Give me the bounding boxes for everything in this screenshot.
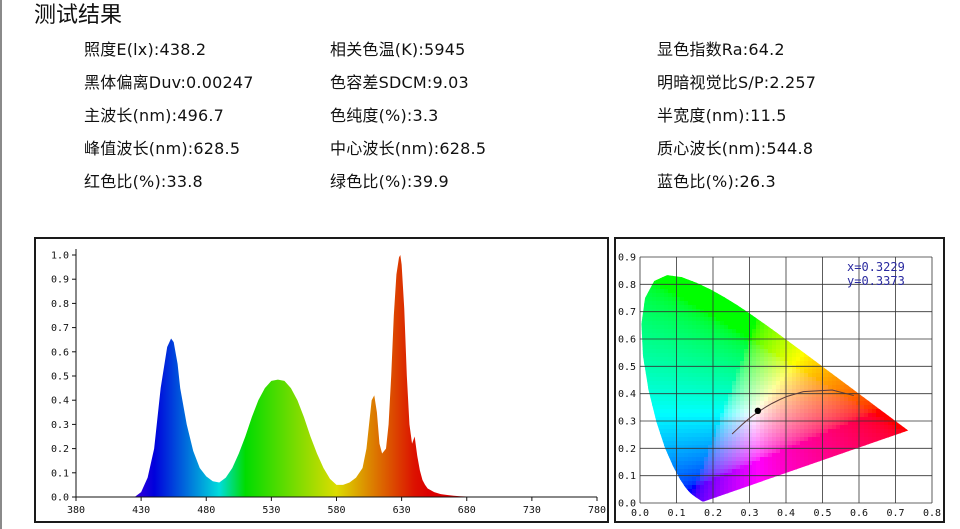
- x-tick-label: 430: [132, 505, 150, 516]
- y-tick-label: 0.7: [618, 307, 636, 318]
- x-tick-label: 0.1: [667, 508, 685, 519]
- y-tick-label: 0.6: [51, 347, 69, 358]
- x-tick-label: 480: [197, 505, 215, 516]
- x-tick-label: 0.5: [813, 508, 831, 519]
- x-tick-label: 680: [458, 505, 476, 516]
- y-tick-label: 0.9: [51, 275, 69, 286]
- spectrum-chart: 0.0 0.1 0.2 0.3 0.4 0.5 0.6 0.7 0.8 0.9 1.0 380 430 4…: [51, 249, 606, 516]
- x-tick-label: 380: [67, 505, 85, 516]
- x-tick-label: 580: [327, 505, 345, 516]
- metric-fwhm: 半宽度(nm):11.5: [657, 106, 787, 125]
- y-tick-label: 0.2: [51, 444, 69, 455]
- y-tick-label: 0.1: [51, 468, 69, 479]
- metric-sdcm: 色容差SDCM:9.03: [330, 73, 469, 92]
- metric-peak-wavelength: 峰值波长(nm):628.5: [84, 139, 241, 158]
- metrics-grid: 照度E(lx):438.2 相关色温(K):5945 显色指数Ra:64.2 黑…: [0, 0, 960, 200]
- metric-blue-ratio: 蓝色比(%):26.3: [657, 172, 776, 191]
- y-tick-label: 0.8: [618, 280, 636, 291]
- metric-duv: 黑体偏离Duv:0.00247: [84, 73, 254, 92]
- y-tick-label: 0.4: [618, 389, 636, 400]
- x-tick-label: 730: [523, 505, 541, 516]
- metric-green-ratio: 绿色比(%):39.9: [330, 172, 449, 191]
- y-tick-label: 0.4: [51, 396, 69, 407]
- x-tick-label: 0.8: [923, 508, 941, 519]
- y-tick-label: 1.0: [51, 251, 69, 262]
- y-tick-label: 0.7: [51, 323, 69, 334]
- chromaticity-point: [754, 407, 762, 415]
- metric-illuminance: 照度E(lx):438.2: [84, 40, 207, 59]
- x-tick-label: 0.0: [631, 508, 649, 519]
- x-tick-label: 0.6: [850, 508, 868, 519]
- x-tick-label: 0.4: [777, 508, 795, 519]
- metric-cct: 相关色温(K):5945: [330, 40, 466, 59]
- x-tick-label: 0.2: [704, 508, 722, 519]
- y-tick-label: 0.8: [51, 299, 69, 310]
- y-tick-label: 0.3: [51, 420, 69, 431]
- metric-centroid-wavelength: 质心波长(nm):544.8: [657, 139, 814, 158]
- page-title: 测试结果: [34, 3, 123, 28]
- x-tick-label: 630: [393, 505, 411, 516]
- cie-chart-panel: 0.0 0.1 0.2 0.3 0.4 0.5 0.6 0.7 0.8 0.9 0.0 0.1 0.2 0…: [614, 237, 945, 523]
- metric-cri-ra: 显色指数Ra:64.2: [657, 40, 785, 59]
- y-tick-label: 0.6: [618, 335, 636, 346]
- spectrum-area: [134, 255, 506, 497]
- y-tick-label: 0.5: [51, 372, 69, 383]
- x-tick-label: 0.7: [886, 508, 904, 519]
- y-tick-label: 0.3: [618, 417, 636, 428]
- cie-chromaticity-chart: 0.0 0.1 0.2 0.3 0.4 0.5 0.6 0.7 0.8 0.9 0.0 0.1 0.2 0…: [618, 253, 941, 520]
- x-coordinate-label: x=0.3229: [847, 260, 905, 274]
- y-tick-label: 0.0: [618, 499, 636, 510]
- x-tick-label: 780: [588, 505, 606, 516]
- y-tick-label: 0.9: [618, 253, 636, 264]
- left-border: [0, 0, 2, 529]
- metric-center-wavelength: 中心波长(nm):628.5: [330, 139, 487, 158]
- y-tick-label: 0.5: [618, 362, 636, 373]
- metric-red-ratio: 红色比(%):33.8: [84, 172, 203, 191]
- metric-color-purity: 色纯度(%):3.3: [330, 106, 439, 125]
- y-tick-label: 0.2: [618, 444, 636, 455]
- y-tick-label: 0.1: [618, 471, 636, 482]
- y-tick-label: 0.0: [51, 493, 69, 504]
- x-tick-label: 530: [262, 505, 280, 516]
- y-coordinate-label: y=0.3373: [847, 274, 905, 288]
- spectrum-chart-panel: 0.0 0.1 0.2 0.3 0.4 0.5 0.6 0.7 0.8 0.9 1.0 380 430 4…: [34, 237, 609, 523]
- metric-sp-ratio: 明暗视觉比S/P:2.257: [657, 73, 817, 92]
- metric-dominant-wavelength: 主波长(nm):496.7: [84, 106, 225, 125]
- planckian-locus-curve: [731, 389, 854, 435]
- x-tick-label: 0.3: [740, 508, 758, 519]
